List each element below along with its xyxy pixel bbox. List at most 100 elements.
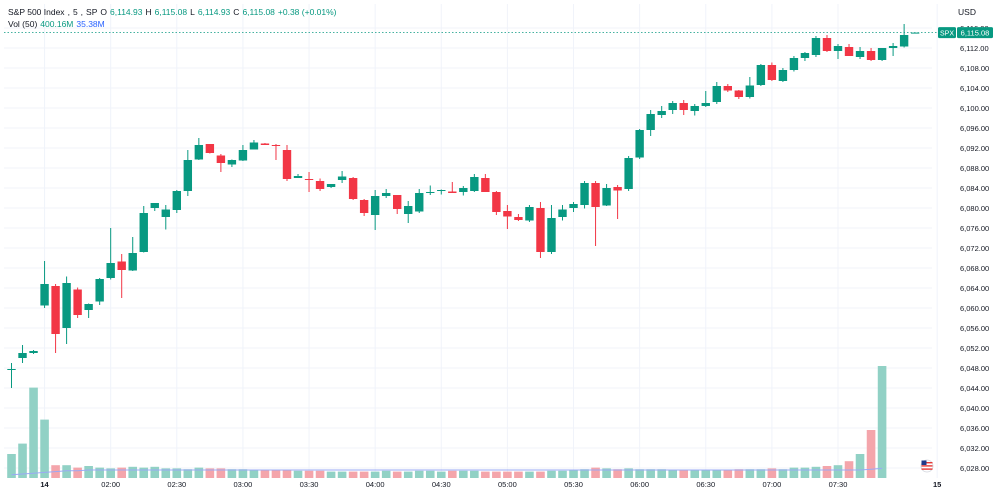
volume-bar-10 xyxy=(117,467,126,478)
volume-bar-51 xyxy=(569,470,578,478)
last-price-tag: SPX 6,115.08 xyxy=(938,27,993,39)
volume-bar-6 xyxy=(73,467,82,478)
volume-bar-79 xyxy=(877,366,887,478)
volume-bar-58 xyxy=(646,469,655,478)
candle-body-28 xyxy=(315,181,325,189)
volume-bar-35 xyxy=(392,471,402,478)
candle-15 xyxy=(172,190,181,213)
volume-bar-59 xyxy=(657,469,666,478)
volume-bar-49 xyxy=(547,470,556,478)
volume-bar-63 xyxy=(701,470,711,478)
candle-58 xyxy=(646,110,655,136)
volume-bar-27 xyxy=(304,470,314,478)
symbol-name[interactable]: S&P 500 Index xyxy=(8,7,65,17)
volume-bar-2 xyxy=(29,387,38,478)
candle-body-6 xyxy=(73,289,82,315)
candle-18 xyxy=(205,144,215,154)
candle-81 xyxy=(899,24,909,48)
volume-label[interactable]: Vol (50) xyxy=(8,19,38,29)
currency-label[interactable]: USD xyxy=(958,7,976,17)
y-tick-label-10: 6,068.00 xyxy=(960,264,989,273)
candle-53 xyxy=(591,181,600,246)
candle-body-34 xyxy=(381,193,391,196)
candle-body-37 xyxy=(415,193,424,212)
volume-bar-33 xyxy=(370,471,380,478)
candle-27 xyxy=(304,172,314,192)
volume-bar-11 xyxy=(128,466,138,478)
candle-body-78 xyxy=(866,51,876,60)
candle-body-19 xyxy=(216,155,226,163)
candle-body-62 xyxy=(690,106,699,111)
candle-64 xyxy=(712,82,721,104)
volume-bar-9 xyxy=(106,468,115,478)
candle-body-13 xyxy=(150,203,159,208)
candle-body-0 xyxy=(7,369,16,370)
volume-bar-57 xyxy=(635,469,644,478)
x-tick-label-8: 05:30 xyxy=(564,480,583,489)
candle-12 xyxy=(139,206,148,253)
x-tick-label-9: 06:00 xyxy=(630,480,649,489)
volume-bar-60 xyxy=(668,470,677,478)
y-tick-label-11: 6,072.00 xyxy=(960,244,989,253)
y-tick-label-5: 6,048.00 xyxy=(960,364,989,373)
candle-46 xyxy=(514,214,523,221)
candle-19 xyxy=(216,154,226,172)
volume-bar-25 xyxy=(282,470,292,478)
y-tick-label-21: 6,112.00 xyxy=(960,44,989,53)
candle-body-5 xyxy=(62,283,71,328)
candle-67 xyxy=(745,77,755,99)
volume-bar-41 xyxy=(459,470,468,478)
candle-body-32 xyxy=(359,200,369,213)
y-tick-label-0: 6,028.00 xyxy=(960,464,989,473)
volume-bar-67 xyxy=(745,469,755,478)
candle-body-26 xyxy=(293,176,303,178)
candle-body-57 xyxy=(635,130,644,158)
candle-body-51 xyxy=(569,204,578,208)
volume-bar-56 xyxy=(624,468,633,478)
interval[interactable]: 5 xyxy=(72,7,78,17)
volume-bar-13 xyxy=(150,466,160,478)
price-tag-symbol: SPX xyxy=(940,30,954,37)
price-axis[interactable]: 6,028.00 6,032.00 6,036.00 6,040.00 6,044.00… xyxy=(960,24,989,473)
volume-ma-value: 35.38M xyxy=(76,19,105,29)
volume-value: 400.16M xyxy=(40,19,74,29)
x-tick-label-2: 02:30 xyxy=(167,480,186,489)
volume-bar-43 xyxy=(481,471,490,478)
candle-body-61 xyxy=(679,103,688,110)
candle-body-15 xyxy=(172,191,181,210)
candle-body-18 xyxy=(205,144,215,153)
candle-16 xyxy=(183,150,193,196)
y-tick-label-12: 6,076.00 xyxy=(960,224,989,233)
candle-body-80 xyxy=(888,46,898,48)
x-tick-label-1: 02:00 xyxy=(101,480,120,489)
candle-body-79 xyxy=(877,48,887,60)
candle-body-4 xyxy=(51,286,60,334)
volume-bars xyxy=(7,366,887,478)
x-tick-label-4: 03:30 xyxy=(300,480,319,489)
volume-bar-65 xyxy=(723,470,733,478)
candle-30 xyxy=(337,171,347,183)
candle-72 xyxy=(800,52,810,61)
candle-31 xyxy=(348,177,358,200)
volume-bar-77 xyxy=(855,454,865,478)
candle-body-76 xyxy=(844,47,854,56)
candle-body-47 xyxy=(525,207,534,221)
candle-body-2 xyxy=(29,351,38,353)
volume-bar-64 xyxy=(712,470,722,478)
candle-body-81 xyxy=(899,35,909,47)
candle-body-63 xyxy=(701,103,710,106)
x-tick-label-12: 07:30 xyxy=(829,480,848,489)
time-axis[interactable]: 14 02:00 02:30 03:00 03:30 04:00 04:30 05:00 05:… xyxy=(40,480,941,489)
candle-23 xyxy=(260,143,270,145)
volume-bar-48 xyxy=(536,471,545,478)
candle-32 xyxy=(359,199,369,216)
candle-body-46 xyxy=(514,217,523,220)
candle-body-45 xyxy=(503,211,512,217)
candle-45 xyxy=(503,205,512,229)
volume-bar-12 xyxy=(139,467,149,478)
candle-70 xyxy=(778,68,788,82)
volume-bar-14 xyxy=(161,468,171,478)
candle-49 xyxy=(547,205,556,254)
